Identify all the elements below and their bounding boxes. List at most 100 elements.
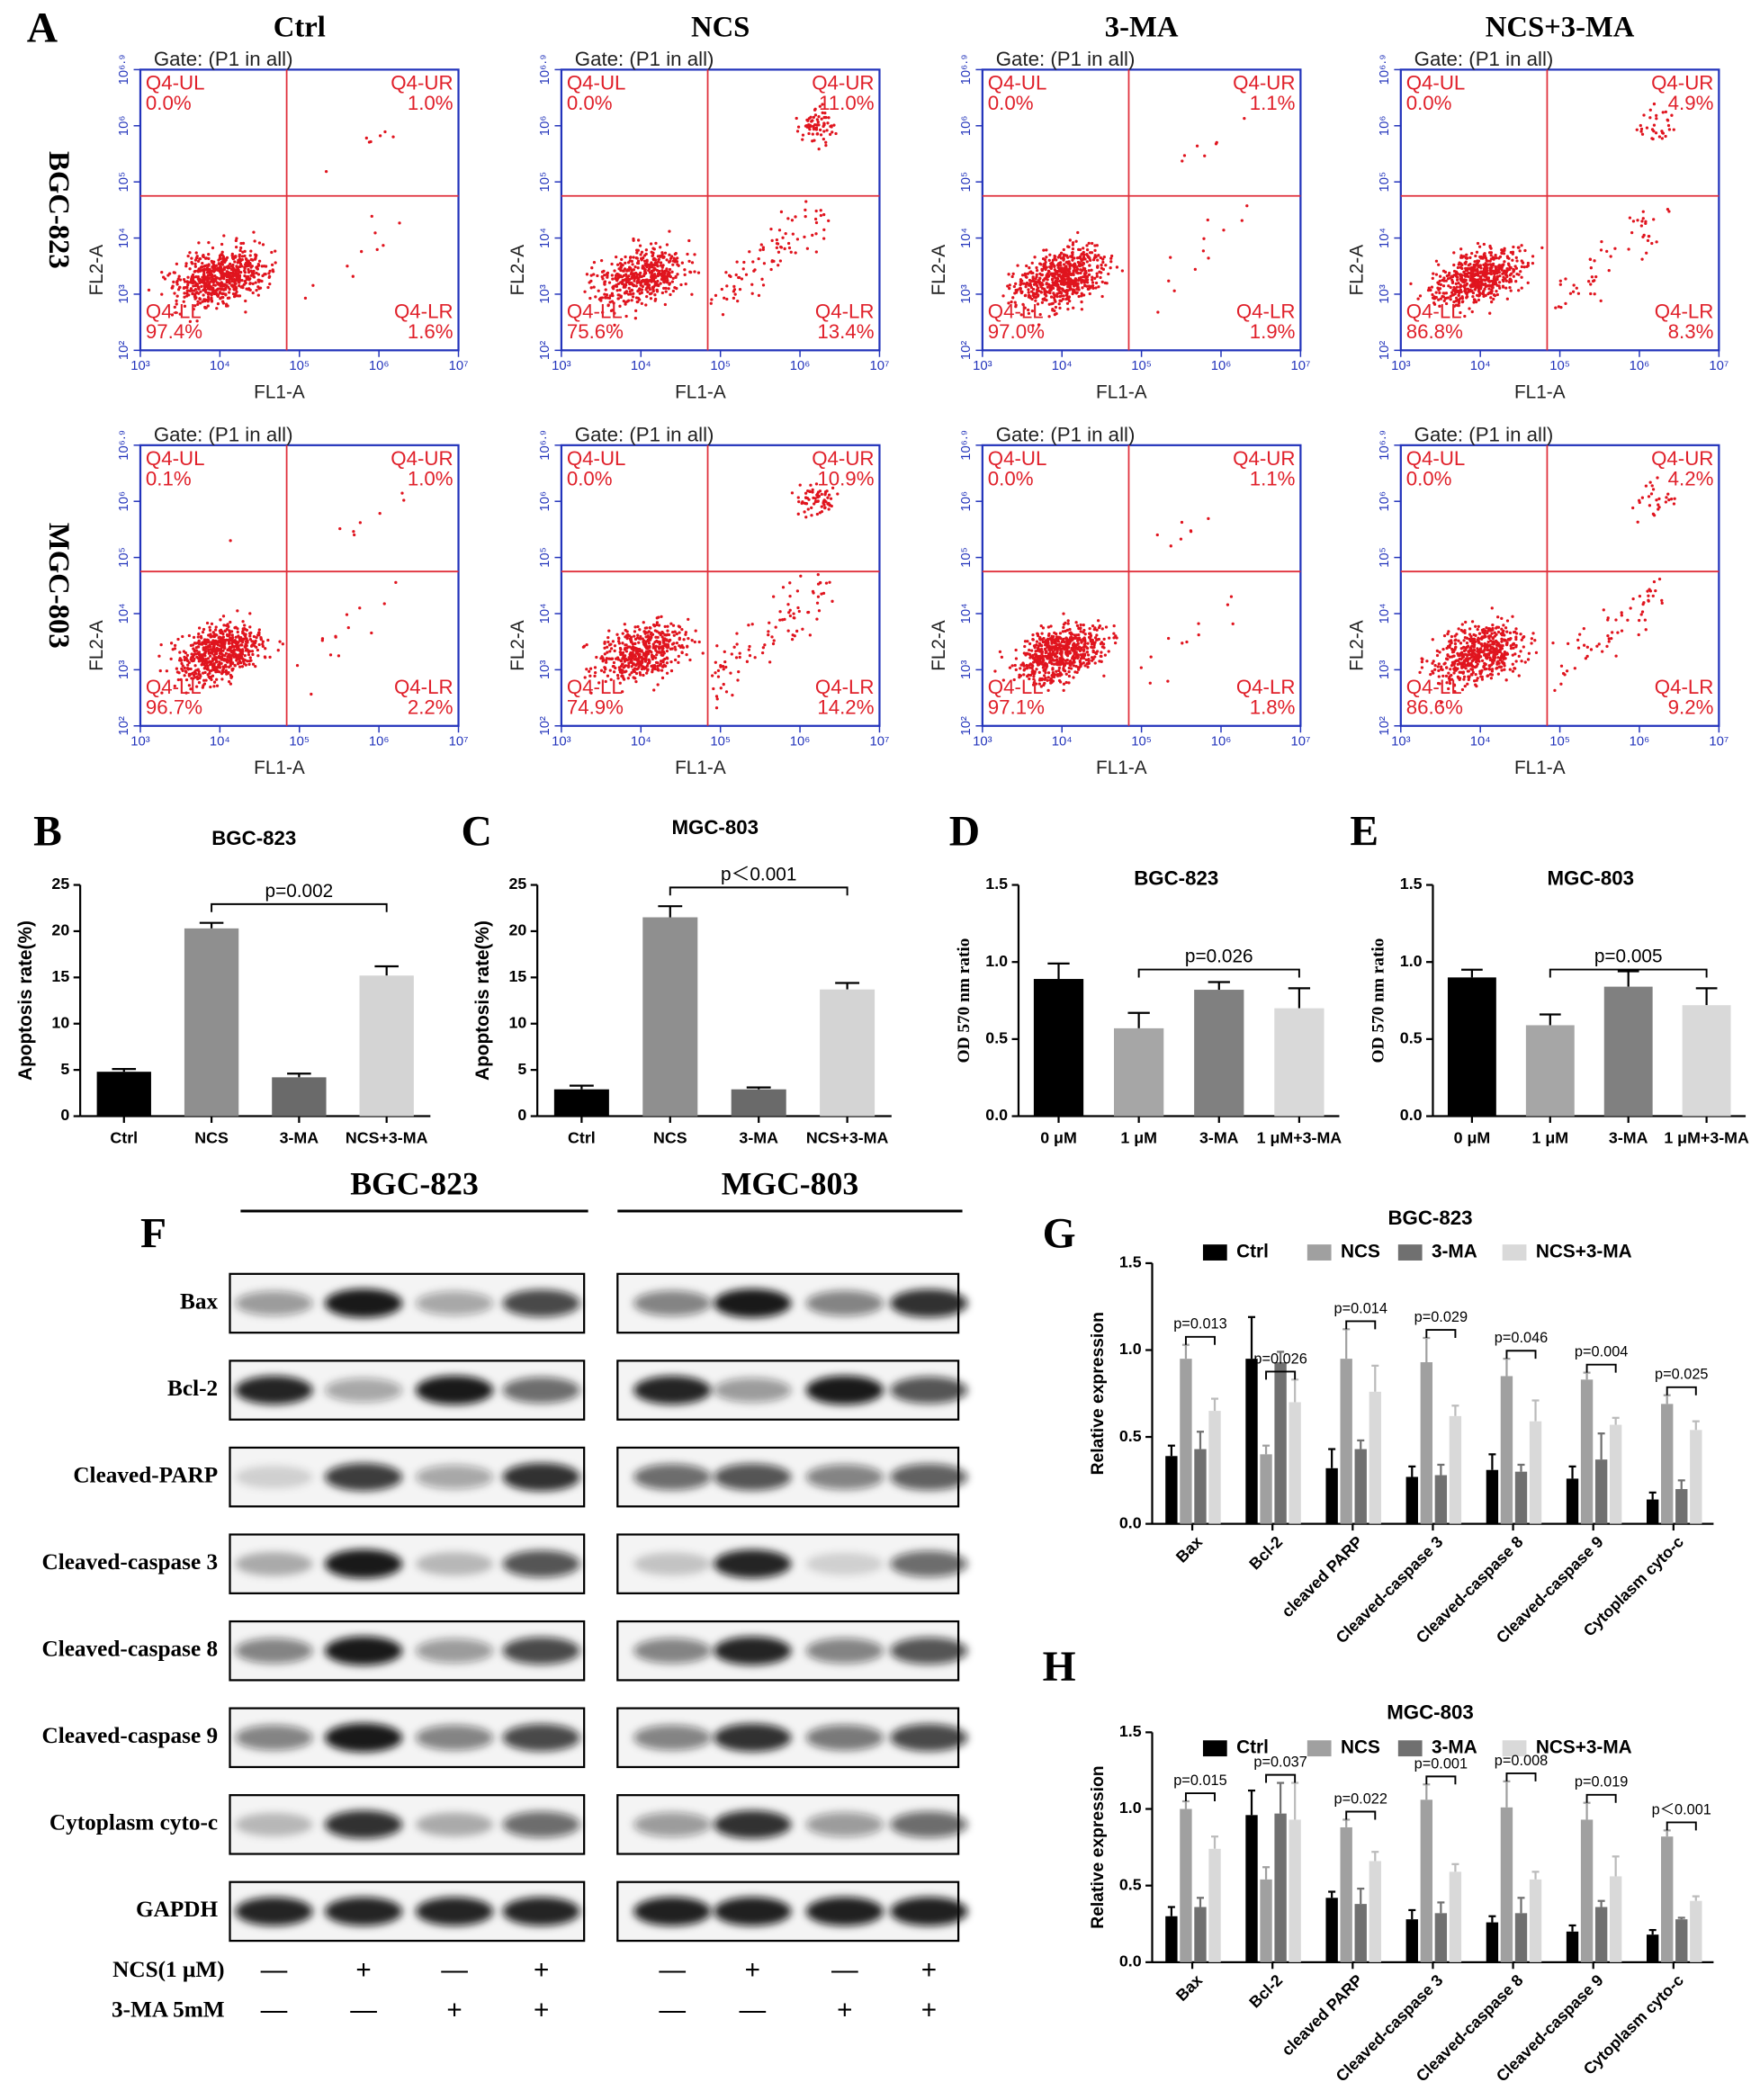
event-dot <box>719 687 723 690</box>
event-dot <box>1468 267 1471 271</box>
event-dot <box>1492 293 1496 297</box>
event-dot <box>640 667 644 671</box>
event-dot <box>1088 626 1091 631</box>
event-dot <box>1434 259 1439 263</box>
event-dot <box>1112 624 1116 628</box>
y-tick-label: 10⁵ <box>959 547 974 568</box>
event-dot <box>1032 669 1036 674</box>
event-dot <box>197 660 201 663</box>
event-dot <box>817 115 821 119</box>
event-dot <box>1522 645 1525 649</box>
event-dot <box>1028 677 1031 681</box>
event-dot <box>1091 241 1094 246</box>
event-dot <box>1450 278 1454 282</box>
event-dot <box>1482 269 1486 273</box>
y-tick-label: 10⁶ <box>1378 115 1392 136</box>
event-dot <box>820 510 824 514</box>
y-tick-label: 10⁶·⁹ <box>959 54 974 85</box>
event-dot <box>1043 263 1047 266</box>
event-dot <box>1469 269 1474 273</box>
event-dot <box>1444 296 1449 301</box>
event-dot <box>716 669 721 673</box>
event-dot <box>1064 254 1067 257</box>
event-dot <box>338 527 342 531</box>
event-dot <box>660 615 663 619</box>
event-dot <box>1038 312 1042 317</box>
event-dot <box>1031 287 1036 292</box>
event-dot <box>648 292 652 296</box>
event-dot <box>228 630 232 634</box>
event-dot <box>673 658 678 662</box>
event-dot <box>199 290 202 293</box>
event-dot <box>613 323 616 328</box>
event-dot <box>665 258 669 262</box>
event-dot <box>630 671 633 675</box>
event-dot <box>1508 274 1512 277</box>
event-dot <box>240 265 244 268</box>
event-dot <box>808 633 812 637</box>
event-dot <box>1025 675 1029 678</box>
event-dot <box>750 283 754 286</box>
event-dot <box>651 288 655 292</box>
event-dot <box>1666 492 1670 496</box>
event-dot <box>1053 642 1057 645</box>
event-dot <box>1058 632 1063 635</box>
event-dot <box>1038 272 1042 276</box>
quadrant-percent: 11.0% <box>819 92 874 114</box>
event-dot <box>1039 263 1043 266</box>
event-dot <box>206 280 210 283</box>
event-dot <box>813 217 818 221</box>
event-dot <box>1045 265 1048 269</box>
event-dot <box>1641 217 1645 220</box>
event-dot <box>724 690 729 694</box>
event-dot <box>1037 678 1042 682</box>
event-dot <box>1080 308 1083 311</box>
event-dot <box>1571 290 1576 293</box>
event-dot <box>214 289 218 292</box>
event-dot <box>1082 266 1087 271</box>
event-dot <box>665 638 669 642</box>
event-dot <box>655 650 659 654</box>
event-dot <box>1059 294 1064 298</box>
event-dot <box>1047 315 1051 319</box>
quadrant-name: Q4-UR <box>1233 72 1295 94</box>
event-dot <box>680 628 684 632</box>
event-dot <box>1450 274 1454 278</box>
event-dot <box>1642 113 1646 117</box>
event-dot <box>220 678 224 681</box>
event-dot <box>1613 247 1617 250</box>
event-dot <box>1068 300 1072 303</box>
event-dot <box>210 634 213 639</box>
event-dot <box>1082 275 1085 279</box>
event-dot <box>1639 127 1644 130</box>
event-dot <box>644 288 648 292</box>
y-tick-label: 10⁵ <box>117 172 131 193</box>
event-dot <box>1072 664 1076 668</box>
event-dot <box>1057 678 1062 683</box>
event-dot <box>240 279 244 283</box>
event-dot <box>1083 664 1087 668</box>
event-dot <box>822 237 826 240</box>
event-dot <box>585 668 588 671</box>
event-dot <box>1056 283 1060 287</box>
event-dot <box>1020 279 1024 283</box>
event-dot <box>642 259 647 263</box>
quadrant-percent: 0.0% <box>988 92 1034 114</box>
event-dot <box>814 126 819 130</box>
y-tick-label: 10³ <box>538 660 552 680</box>
event-dot <box>1075 256 1080 260</box>
event-dot <box>626 292 631 296</box>
event-dot <box>641 265 644 270</box>
event-dot <box>364 136 368 140</box>
event-dot <box>220 284 225 288</box>
event-dot <box>1645 126 1649 130</box>
event-dot <box>241 241 246 245</box>
event-dot <box>1666 118 1669 121</box>
event-dot <box>621 632 624 635</box>
event-dot <box>212 685 216 688</box>
event-dot <box>1185 640 1189 644</box>
event-dot <box>624 261 627 265</box>
event-dot <box>1487 272 1492 275</box>
event-dot <box>1046 642 1050 645</box>
event-dot <box>624 281 628 284</box>
